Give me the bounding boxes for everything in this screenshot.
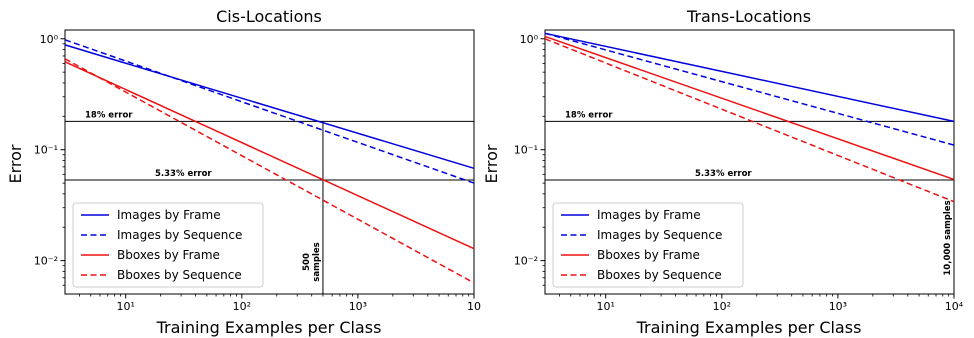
y-tick-label: 10⁻²	[514, 255, 538, 268]
series-line-images-by-frame	[544, 32, 955, 123]
y-axis-label-trans: Error	[482, 144, 501, 183]
threshold-label: 5.33% error	[155, 169, 212, 179]
samples-marker-unit: samples	[312, 242, 322, 281]
legend-label: Images by Frame	[597, 208, 701, 222]
x-axis-label-cis: Training Examples per Class	[156, 318, 382, 337]
series-line-images-by-frame	[64, 44, 475, 170]
x-tick-label: 10²	[713, 300, 731, 313]
threshold-label: 18% error	[565, 110, 613, 120]
plot-frame	[64, 29, 475, 295]
series-line-bboxes-by-frame	[544, 35, 955, 181]
y-tick-label: 10⁰	[40, 33, 59, 46]
x-tick-label: 10³	[349, 300, 367, 313]
y-tick-label: 10⁻¹	[34, 144, 58, 157]
y-tick-label: 10⁰	[520, 33, 539, 46]
plot-frame	[544, 29, 955, 295]
legend-box	[552, 202, 744, 288]
legend-label: Images by Sequence	[597, 228, 722, 242]
y-tick-label: 10⁻¹	[514, 144, 538, 157]
chart-title-trans: Trans-Locations	[686, 7, 811, 26]
y-tick-label: 10⁻²	[34, 255, 58, 268]
x-tick-label: 10	[467, 300, 481, 313]
legend-box	[72, 202, 264, 288]
legend-label: Bboxes by Sequence	[117, 268, 242, 282]
x-tick-label: 10¹	[596, 300, 614, 313]
x-tick-label: 10³	[829, 300, 847, 313]
legend-label: Bboxes by Frame	[597, 248, 700, 262]
series-line-bboxes-by-sequence	[544, 38, 955, 203]
series-line-bboxes-by-sequence	[64, 58, 475, 284]
series-line-images-by-sequence	[64, 39, 475, 184]
chart-title-cis: Cis-Locations	[216, 7, 322, 26]
x-tick-label: 10⁴	[945, 300, 964, 313]
samples-marker-value: 500	[302, 253, 312, 271]
series-line-images-by-sequence	[544, 32, 955, 146]
trans-locations-chart: 10¹ 10² 10³ 10⁴ 10⁰ 10⁻¹ 10⁻² 18% error 5.33% er…	[514, 29, 964, 313]
threshold-label: 5.33% error	[695, 169, 752, 179]
x-tick-label: 10²	[233, 300, 251, 313]
legend-label: Bboxes by Frame	[117, 248, 220, 262]
threshold-label: 18% error	[85, 110, 133, 120]
legend-label: Images by Frame	[117, 208, 221, 222]
legend-label: Images by Sequence	[117, 228, 242, 242]
y-axis-label-cis: Error	[6, 144, 25, 183]
legend-label: Bboxes by Sequence	[597, 268, 722, 282]
samples-marker-label: 10,000 samples	[943, 200, 953, 275]
cis-locations-chart: 10¹ 10² 10³ 10 10⁰ 10⁻¹ 10⁻² 18% error 5.33% err…	[34, 29, 481, 313]
x-axis-label-trans: Training Examples per Class	[636, 318, 862, 337]
series-line-bboxes-by-frame	[64, 61, 475, 250]
x-tick-label: 10¹	[116, 300, 134, 313]
